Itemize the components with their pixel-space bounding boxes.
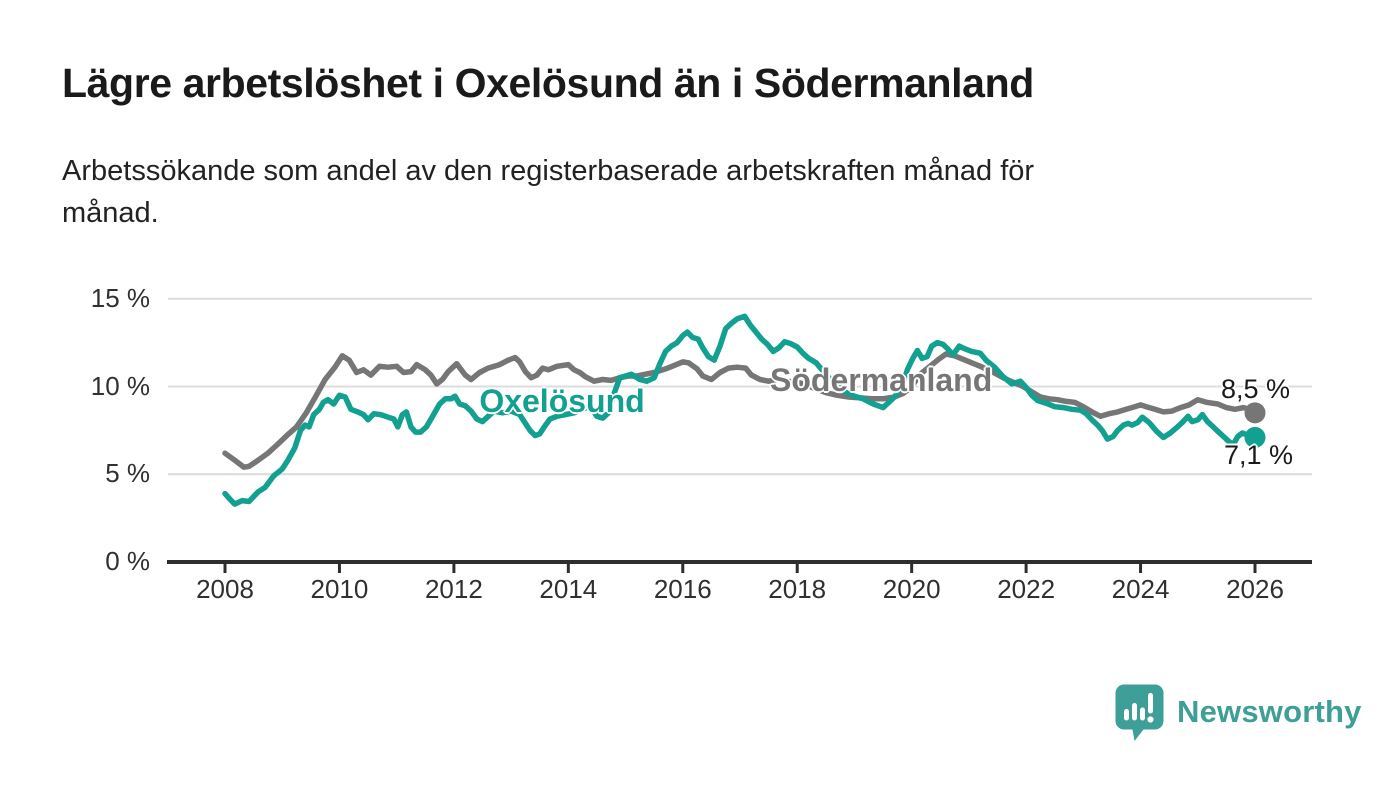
newsworthy-logo-icon bbox=[1115, 684, 1164, 741]
gridlines bbox=[168, 297, 1312, 476]
x-axis-ticks bbox=[223, 562, 1257, 573]
page-title: Lägre arbetslöshet i Oxelösund än i Söde… bbox=[62, 60, 1034, 106]
x-tick-label-2008: 2008 bbox=[196, 574, 254, 604]
x-tick-label-2016: 2016 bbox=[653, 574, 712, 604]
series-line-södermanland bbox=[222, 351, 1258, 470]
chart-subtitle-line-1: Arbetssökande som andel av den registerb… bbox=[62, 155, 1035, 187]
end-value-label-oxelosund: 7,1 % bbox=[1224, 440, 1294, 470]
newsworthy-logo-text: Newsworthy bbox=[1177, 694, 1362, 729]
logo-exclamation-dot bbox=[1147, 716, 1154, 723]
x-tick-label-2024: 2024 bbox=[1111, 574, 1170, 604]
y-tick-label-15: 15 % bbox=[90, 282, 150, 313]
x-tick-label-2010: 2010 bbox=[310, 574, 369, 604]
end-dot-oxelösund bbox=[1244, 426, 1266, 448]
x-tick-label-2018: 2018 bbox=[768, 574, 827, 604]
y-tick-label-5: 5 % bbox=[105, 458, 150, 489]
chart-subtitle: Arbetssökande som andel av den registerb… bbox=[62, 150, 1034, 234]
x-tick-label-2020: 2020 bbox=[882, 574, 941, 604]
chart-subtitle-line-2: månad. bbox=[62, 197, 159, 229]
series-label-oxelosund: Oxelösund bbox=[479, 383, 645, 419]
y-tick-label-0: 0 % bbox=[105, 546, 150, 576]
x-tick-label-2022: 2022 bbox=[997, 574, 1056, 604]
series-label-sodermanland: Södermanland bbox=[770, 362, 993, 398]
series-line-oxelösund bbox=[222, 313, 1258, 507]
newsworthy-logo: Newsworthy bbox=[1113, 682, 1362, 742]
end-dot-södermanland bbox=[1244, 402, 1266, 424]
y-tick-label-10: 10 % bbox=[90, 370, 150, 401]
series-end-dots bbox=[1244, 402, 1266, 448]
end-value-label-sodermanland: 8,5 % bbox=[1221, 374, 1291, 404]
series-lines bbox=[222, 313, 1258, 507]
logo-bar-chart-glyph bbox=[1124, 693, 1153, 721]
x-tick-label-2012: 2012 bbox=[424, 574, 483, 604]
x-tick-label-2026: 2026 bbox=[1226, 574, 1284, 604]
x-tick-label-2014: 2014 bbox=[539, 574, 598, 604]
